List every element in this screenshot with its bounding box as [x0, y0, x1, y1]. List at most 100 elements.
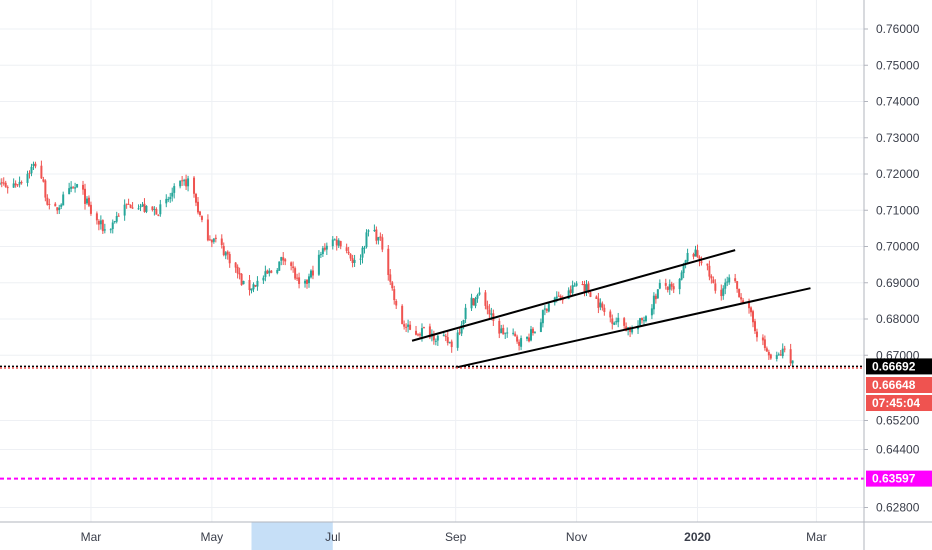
candle-body	[337, 240, 340, 246]
time-tick-label: May	[201, 530, 224, 544]
candle-body	[650, 308, 653, 316]
candle-body	[417, 334, 420, 336]
candle-body	[379, 236, 382, 238]
candle-body	[250, 288, 253, 291]
candle-body	[304, 280, 307, 284]
candle-body	[611, 318, 614, 324]
candle-body	[736, 281, 739, 289]
candle-body	[347, 251, 350, 254]
candle-body	[559, 295, 562, 300]
candle-body	[581, 284, 584, 286]
countdown-badge: 07:45:04	[872, 396, 920, 410]
candle-body	[359, 258, 362, 260]
candle-body	[765, 348, 768, 352]
candle-body	[220, 238, 223, 246]
candle-body	[464, 307, 467, 320]
candle-body	[403, 324, 406, 327]
candle-body	[14, 183, 17, 186]
candle-body	[781, 348, 784, 357]
price-tick-label: 0.76000	[876, 22, 920, 36]
candle-body	[115, 216, 118, 222]
candle-body	[323, 247, 326, 250]
candle-body	[16, 184, 19, 186]
candle-body	[502, 327, 505, 335]
time-tick-label: 2020	[684, 530, 711, 544]
candle-body	[167, 199, 170, 201]
candle-body	[748, 301, 751, 309]
candle-body	[763, 339, 766, 349]
candle-body	[311, 270, 314, 276]
candle-body	[526, 336, 529, 339]
x-axis-highlight	[251, 522, 333, 550]
price-tick-label: 0.73000	[876, 131, 920, 145]
candle-body	[539, 322, 542, 332]
candle-body	[658, 282, 661, 289]
candle-body	[290, 262, 293, 266]
candle-body	[571, 285, 574, 294]
candle-body	[198, 211, 201, 215]
candle-body	[266, 270, 269, 274]
candle-body	[528, 337, 531, 342]
candle-body	[418, 334, 421, 336]
candle-body	[682, 264, 685, 274]
candle-body	[87, 197, 90, 206]
candle-body	[143, 203, 146, 212]
price-tick-label: 0.72000	[876, 167, 920, 181]
candle-body	[294, 268, 297, 279]
candle-body	[0, 183, 1, 185]
candle-body	[589, 292, 592, 297]
candle-body	[12, 183, 15, 188]
candle-body	[56, 207, 59, 211]
candle-body	[547, 303, 550, 312]
candle-body	[504, 332, 507, 334]
candle-body	[20, 182, 23, 184]
candle-body	[278, 261, 281, 271]
candle-body	[256, 280, 259, 287]
candle-body	[724, 282, 727, 289]
candle-body	[331, 239, 334, 247]
candle-body	[101, 220, 104, 232]
candle-body	[450, 341, 453, 348]
candle-body	[700, 261, 703, 264]
candle-body	[6, 187, 9, 189]
countdown-badge-bg	[866, 395, 932, 412]
candle-body	[672, 286, 675, 290]
candle-body	[694, 249, 697, 257]
candle-body	[755, 331, 758, 338]
candle-body	[789, 349, 792, 364]
candle-body	[85, 198, 88, 204]
candle-body	[139, 206, 142, 208]
candle-body	[615, 321, 618, 323]
candle-body	[472, 298, 475, 306]
candle-body	[601, 303, 604, 308]
candle-body	[422, 327, 425, 329]
candle-body	[74, 187, 77, 189]
trendlines	[411, 249, 811, 369]
time-tick-label: Sep	[445, 530, 467, 544]
candle-body	[587, 283, 590, 292]
candle-body	[714, 283, 717, 291]
candle-body	[185, 179, 188, 187]
horizontal-lines	[0, 365, 864, 480]
candle-body	[442, 335, 445, 337]
candle-body	[405, 326, 408, 328]
time-tick-label: Jul	[325, 530, 340, 544]
candle-body	[432, 334, 435, 341]
trendline	[411, 249, 736, 342]
candle-body	[722, 288, 725, 296]
candle-body	[623, 318, 626, 326]
candle-body	[738, 289, 741, 298]
candle-body	[238, 272, 241, 275]
candle-body	[684, 260, 687, 265]
price-tick-label: 0.69000	[876, 276, 920, 290]
candle-body	[153, 208, 156, 210]
candle-body	[680, 272, 683, 280]
candle-body	[726, 281, 729, 283]
candle-body	[353, 259, 356, 263]
candle-body	[409, 324, 412, 330]
price-tick-label: 0.64400	[876, 443, 920, 457]
candle-body	[654, 295, 657, 300]
candle-body	[117, 215, 120, 217]
